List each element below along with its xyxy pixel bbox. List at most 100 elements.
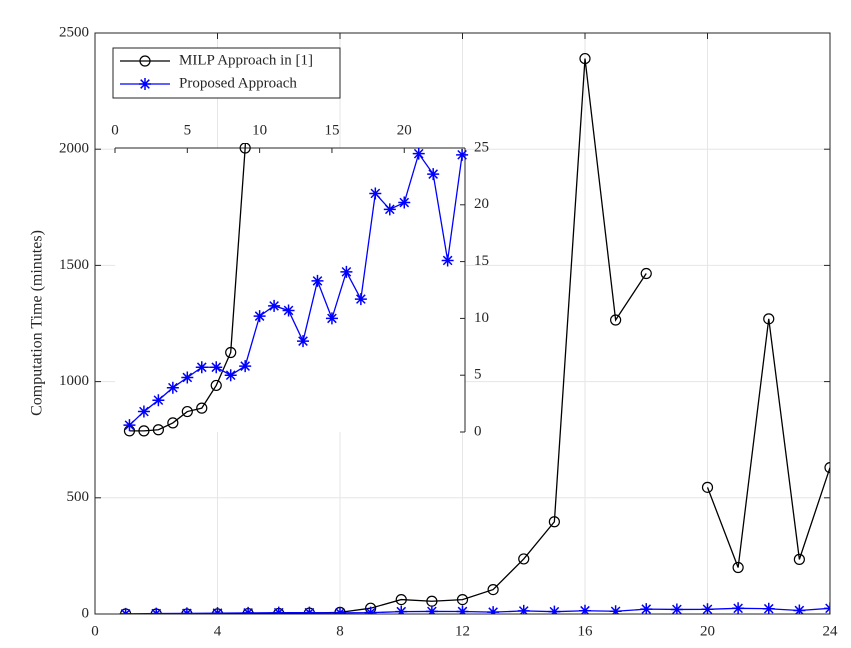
marker [487, 583, 499, 596]
marker [150, 607, 163, 614]
marker [441, 254, 454, 267]
legend-box [112, 47, 341, 99]
marker [732, 602, 745, 614]
series-group [123, 143, 469, 437]
marker [195, 361, 208, 374]
legend-label: MILP Approach in [1] [179, 52, 313, 68]
marker [398, 196, 411, 209]
marker [152, 394, 165, 407]
marker [762, 602, 775, 614]
marker [395, 605, 408, 614]
marker [239, 360, 252, 373]
marker [137, 405, 150, 418]
x-tick-label: 8 [336, 623, 344, 639]
marker [325, 312, 338, 325]
marker [340, 265, 353, 278]
marker [152, 424, 164, 436]
marker [487, 606, 500, 614]
marker [239, 143, 251, 154]
marker [640, 603, 653, 614]
marker [701, 481, 714, 493]
inset-x-tick-label: 20 [397, 122, 412, 138]
marker [272, 606, 285, 614]
marker [793, 553, 805, 565]
line [125, 607, 830, 614]
y-axis-label: Computation Time (minutes) [29, 230, 46, 416]
inset-y-tick-label: 20 [474, 196, 489, 212]
series-group [119, 52, 830, 614]
marker [395, 593, 407, 606]
marker [268, 299, 281, 312]
x-tick-label: 0 [91, 623, 99, 639]
marker [180, 607, 193, 614]
marker [548, 516, 560, 528]
marker [579, 604, 591, 614]
marker [609, 605, 622, 614]
marker [456, 593, 469, 606]
marker [196, 402, 208, 414]
inset-background [115, 148, 465, 432]
marker [225, 346, 237, 359]
inset-y-tick-label: 5 [474, 367, 482, 383]
marker [138, 425, 150, 437]
inset-y-tick-label: 0 [474, 423, 482, 439]
legend-marker [139, 78, 151, 90]
inset-x-tick-label: 5 [184, 122, 192, 138]
x-tick-label: 12 [455, 623, 470, 639]
marker [383, 203, 396, 216]
marker [253, 310, 266, 323]
marker [427, 168, 440, 181]
marker [793, 604, 806, 614]
inset-y-tick-label: 25 [474, 139, 489, 155]
marker [548, 605, 561, 614]
inset-x-tick-label: 10 [252, 122, 267, 138]
marker [282, 304, 295, 317]
marker [517, 604, 530, 614]
x-tick-label: 4 [214, 623, 222, 639]
y-tick-label: 500 [67, 489, 90, 505]
x-tick-label: 16 [578, 623, 594, 639]
marker [311, 274, 324, 287]
marker [412, 147, 425, 160]
marker [167, 417, 179, 429]
inset-y-tick-label: 10 [474, 310, 489, 326]
legend-marker [139, 55, 151, 67]
marker [701, 603, 714, 614]
x-tick-label: 24 [823, 623, 839, 639]
y-tick-label: 2000 [59, 141, 89, 157]
y-tick-label: 1000 [59, 373, 89, 389]
marker [670, 603, 683, 614]
marker [210, 379, 222, 392]
marker [303, 606, 316, 614]
marker [364, 606, 377, 614]
marker [456, 605, 469, 614]
x-tick-label: 20 [700, 623, 715, 639]
y-tick-label: 1500 [59, 257, 89, 273]
legend: MILP Approach in [1] Proposed Approach [112, 47, 341, 99]
line [129, 143, 246, 432]
marker [166, 381, 179, 394]
marker [123, 419, 136, 432]
marker [242, 606, 255, 614]
inset-x-tick-label: 15 [324, 122, 339, 138]
marker [732, 561, 744, 574]
marker [297, 335, 310, 348]
marker [640, 267, 652, 280]
legend-label: Proposed Approach [179, 75, 297, 91]
inset-x-tick-label: 0 [111, 122, 119, 138]
marker [181, 371, 194, 384]
marker [824, 602, 830, 614]
marker [579, 52, 591, 65]
marker [610, 314, 622, 326]
marker [181, 405, 193, 418]
marker [211, 607, 224, 614]
marker [119, 607, 132, 614]
marker [224, 369, 237, 382]
y-tick-label: 0 [82, 605, 90, 621]
marker [354, 293, 367, 306]
marker [824, 461, 830, 474]
marker [210, 361, 223, 374]
marker [763, 313, 775, 325]
